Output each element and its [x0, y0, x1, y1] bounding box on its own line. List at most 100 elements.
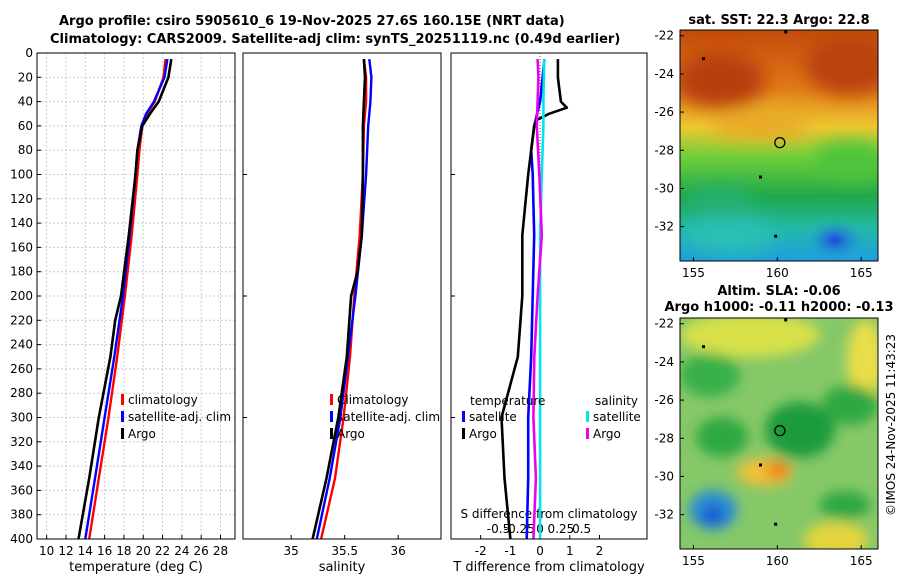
panel3-frame: [450, 52, 648, 540]
x-tick-label: 0: [536, 544, 544, 558]
difference-panel: -2 -1 0 1 2-0.5-0.25 0 0.250.5S difference fro…: [450, 52, 648, 575]
series-line-argo: [311, 59, 367, 540]
island-marker: [701, 57, 705, 61]
legend-swatch: [330, 411, 333, 422]
map-x-tick-label: 160: [766, 554, 789, 568]
x-tick-label: 35.5: [331, 544, 358, 558]
legend-swatch: [121, 411, 124, 422]
map-x-tick-label: 165: [850, 554, 873, 568]
salinity-panel: 35 35.5 36 salinity Climatology satellite-adj…: [242, 52, 442, 575]
map-y-tick-label: -28: [654, 143, 674, 157]
y-tick-label: 80: [18, 143, 33, 157]
map-x-tick-label: 155: [682, 554, 705, 568]
series-line-climatology: [88, 58, 167, 540]
x-axis-label: T difference from climatology: [452, 560, 645, 575]
legend-label: satellite-adj. clim: [337, 410, 440, 424]
timestamp-stamp: ©IMOS 24-Nov-2025 11:43:23: [881, 306, 900, 544]
map-y-tick-label: -30: [654, 181, 674, 195]
legend-swatch: [462, 428, 465, 439]
y-tick-label: 400: [10, 532, 33, 546]
figure-title-line2: Climatology: CARS2009. Satellite-adj cli…: [50, 32, 621, 47]
sst-map-axes: 155 160 165 -22 -24 -26 -28 -30 -32 sat. SST: 22.…: [654, 13, 879, 280]
legend-label: Argo: [593, 427, 621, 441]
x-tick-label: 24: [174, 544, 189, 558]
panel2-frame: [242, 52, 442, 540]
legend-label: satellite: [593, 410, 641, 424]
y-tick-label: 380: [10, 508, 33, 522]
map-y-tick-label: -26: [654, 393, 674, 407]
x-tick-label: 12: [58, 544, 73, 558]
map2-frame: [679, 317, 879, 550]
map-x-tick-label: 165: [850, 266, 873, 280]
x-tick-label: 35: [284, 544, 299, 558]
map-y-tick-label: -30: [654, 469, 674, 483]
y-tick-label: 140: [10, 216, 33, 230]
sla-map-axes: 155 160 165 -22 -24 -26 -28 -30 -32 Altim. SLA: -…: [654, 284, 893, 568]
timestamp-text: ©IMOS 24-Nov-2025 11:43:23: [884, 333, 898, 517]
series-line-satellite-adj--clim: [84, 58, 169, 540]
x-tick-label: 14: [78, 544, 93, 558]
y-tick-label: 40: [18, 95, 33, 109]
x-tick-label: 20: [136, 544, 151, 558]
map-y-tick-label: -26: [654, 105, 674, 119]
island-marker: [774, 234, 778, 238]
series-line-salinity-satellite: [538, 59, 546, 539]
map-x-tick-label: 155: [682, 266, 705, 280]
y-tick-label: 240: [10, 338, 33, 352]
island-marker: [784, 30, 788, 34]
y-tick-label: 300: [10, 411, 33, 425]
panel1-frame: [36, 52, 236, 540]
map-x-tick-label: 160: [766, 266, 789, 280]
x-tick-label: 16: [97, 544, 112, 558]
series-line-climatology: [319, 58, 368, 540]
y-tick-label: 320: [10, 435, 33, 449]
legend-title-temperature: temperature: [470, 394, 545, 408]
legend-swatch: [586, 428, 589, 439]
map-title: sat. SST: 22.3 Argo: 22.8: [688, 13, 869, 28]
map-y-tick-label: -24: [654, 355, 674, 369]
y-tick-label: 220: [10, 313, 33, 327]
legend-label: Climatology: [337, 393, 409, 407]
x-axis-label: temperature (deg C): [69, 560, 203, 575]
series-line-salinity-argo: [532, 59, 544, 540]
figure-title-line1: Argo profile: csiro 5905610_6 19-Nov-202…: [59, 14, 565, 29]
x-tick-label: 22: [155, 544, 170, 558]
legend-label: satellite: [469, 410, 517, 424]
island-marker: [774, 522, 778, 526]
y-tick-label: 60: [18, 119, 33, 133]
map1-frame: [679, 29, 879, 262]
legend-label: Argo: [128, 427, 156, 441]
map-y-tick-label: -28: [654, 431, 674, 445]
y-tick-label: 20: [18, 70, 33, 84]
legend-label: Argo: [337, 427, 365, 441]
map-y-tick-label: -22: [654, 317, 674, 331]
s-tick-label: -0.5: [487, 522, 510, 536]
map-y-tick-label: -32: [654, 508, 674, 522]
x-tick-label: 28: [213, 544, 228, 558]
sla-map-field: [680, 318, 878, 549]
map-title: Argo h1000: -0.11 h2000: -0.13: [664, 300, 893, 315]
y-tick-label: 180: [10, 265, 33, 279]
legend-title-salinity: salinity: [595, 394, 638, 408]
temperature-panel: 10 12 14 16 18 20 22 24 26 2802040608010012014016…: [10, 46, 236, 575]
y-tick-label: 260: [10, 362, 33, 376]
argo-position-marker: [774, 136, 786, 149]
island-marker: [759, 463, 763, 467]
s-tick-label: 0.5: [572, 522, 591, 536]
map-y-tick-label: -22: [654, 29, 674, 43]
legend-swatch: [586, 411, 589, 422]
y-tick-label: 280: [10, 386, 33, 400]
series-line-argo: [77, 58, 173, 540]
legend-swatch: [121, 428, 124, 439]
x-tick-label: 26: [194, 544, 209, 558]
legend-label: climatology: [128, 393, 198, 407]
y-tick-label: 0: [25, 46, 33, 60]
x-tick-label: 36: [391, 544, 406, 558]
legend-swatch: [330, 428, 333, 439]
map-title: Altim. SLA: -0.06: [717, 284, 840, 299]
argo-position-marker: [774, 424, 786, 437]
y-tick-label: 200: [10, 289, 33, 303]
island-marker: [759, 175, 763, 179]
island-marker: [701, 345, 705, 349]
